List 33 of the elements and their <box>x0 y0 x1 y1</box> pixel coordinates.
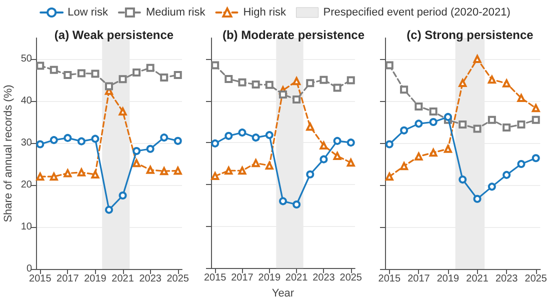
x-tick-label: 2019 <box>436 274 460 284</box>
y-tick-label: 20 <box>20 180 32 190</box>
legend-label: High risk <box>243 6 287 18</box>
x-axis-title: Year <box>272 288 294 300</box>
legend-label: Prespecified event period (2020-2021) <box>323 6 510 18</box>
x-tick-label: 2019 <box>84 274 107 284</box>
x-tick-label: 2025 <box>524 274 548 284</box>
legend-label: Medium risk <box>146 6 206 18</box>
x-tick-label: 2015 <box>29 274 52 284</box>
y-tick-label: 0 <box>26 264 32 274</box>
y-tick-label: 40 <box>20 96 32 106</box>
y-tick-label: 10 <box>20 222 32 232</box>
x-tick-label: 2015 <box>378 274 401 284</box>
x-tick-label: 2023 <box>139 274 162 284</box>
chart-title: (a) Weak persistence <box>54 28 174 42</box>
x-tick-label: 2023 <box>495 274 518 284</box>
x-tick-label: 2017 <box>56 274 80 284</box>
x-tick-label: 2019 <box>258 272 281 284</box>
y-tick-label: 30 <box>20 138 32 148</box>
x-tick-label: 2017 <box>408 274 430 284</box>
y-tick-label: 50 <box>20 54 32 64</box>
x-tick-label: 2025 <box>166 274 190 284</box>
x-tick-label: 2023 <box>312 272 336 284</box>
legend-label: Low risk <box>68 6 108 18</box>
x-tick-label: 2025 <box>340 272 362 284</box>
x-tick-label: 2021 <box>466 274 489 284</box>
chart-title: (c) Strong persistence <box>406 28 534 42</box>
x-tick-label: 2015 <box>204 272 227 284</box>
x-tick-label: 2021 <box>112 274 134 284</box>
x-tick-label: 2017 <box>231 272 254 284</box>
y-axis-title: Share of annual records (%) <box>2 84 14 222</box>
chart-title: (b) Moderate persistence <box>222 28 365 42</box>
x-tick-label: 2021 <box>285 272 308 284</box>
